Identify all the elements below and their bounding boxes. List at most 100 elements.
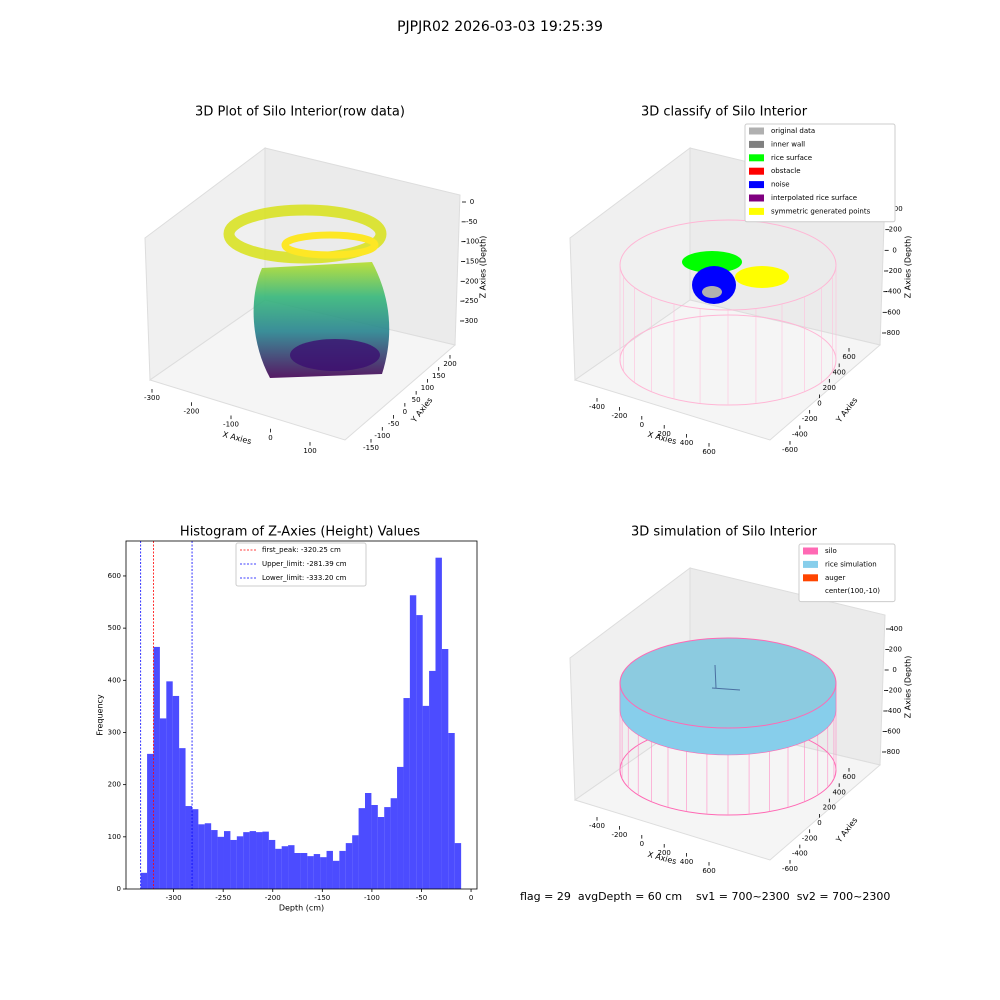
x-tick-label: 0 (640, 840, 644, 848)
y-tick-label: 100 (421, 384, 434, 392)
x-tick-label: -200 (265, 894, 281, 902)
legend-label: noise (771, 181, 790, 189)
bar (435, 557, 442, 889)
y-tick-label: -600 (782, 446, 798, 454)
x-tick-label: -300 (166, 894, 182, 902)
bar (256, 832, 263, 889)
y-tick-label: -50 (388, 420, 399, 428)
y-tick-label: -200 (802, 834, 818, 842)
y-tick-label: -600 (782, 865, 798, 873)
bar (371, 805, 378, 889)
x-tick-label: -100 (223, 421, 239, 429)
bar (204, 823, 212, 889)
legend-label: silo (825, 547, 837, 555)
bar (352, 835, 359, 889)
y-tick-label: 150 (432, 372, 445, 380)
z-tick-label: -200 (886, 687, 902, 695)
bar (397, 766, 404, 889)
x-tick-label: -400 (589, 822, 605, 830)
bar (326, 850, 333, 889)
legend-swatch (749, 127, 764, 135)
bar (358, 808, 365, 889)
legend-label: original data (771, 127, 815, 135)
x-tick-label: -150 (314, 894, 330, 902)
bar (179, 748, 186, 889)
x-tick-label: 0 (268, 434, 272, 442)
axis-label: Z Axies (Depth) (479, 236, 488, 299)
point-cloud-ring-inner (281, 231, 379, 259)
bar (185, 806, 192, 889)
z-tick-label: -400 (885, 707, 901, 715)
bar (275, 848, 282, 889)
legend-swatch (749, 154, 764, 162)
z-tick-label: -400 (885, 288, 901, 296)
bar (416, 615, 423, 889)
z-tick-label: -50 (466, 218, 477, 226)
x-tick-label: 200 (658, 430, 671, 438)
axis-label: Z Axies (Depth) (904, 656, 913, 719)
x-tick-label: 600 (702, 448, 715, 456)
bar (159, 718, 167, 889)
legend-label: Lower_limit: -333.20 cm (262, 574, 347, 582)
bar (313, 854, 321, 889)
x-tick-label: -200 (184, 407, 200, 415)
legend-label: interpolated rice surface (771, 194, 857, 202)
y-tick-label: -100 (374, 432, 390, 440)
z-tick-label: -600 (885, 308, 901, 316)
auger (711, 664, 741, 691)
bar (249, 831, 257, 889)
y-tick-label: 0 (817, 400, 821, 408)
x-tick-label: -250 (215, 894, 231, 902)
x-tick-label: -100 (364, 894, 380, 902)
bar (147, 753, 154, 889)
bar (211, 830, 218, 889)
x-tick-label: 600 (702, 867, 715, 875)
legend-label: first_peak: -320.25 cm (262, 546, 341, 554)
symmetric-points (735, 266, 789, 288)
bar (230, 839, 237, 889)
x-tick-label: 0 (640, 421, 644, 429)
y-tick-label: 600 (842, 353, 855, 361)
y-axis-label: Frequency (96, 694, 105, 736)
y-tick-label: 0 (817, 819, 821, 827)
legend-swatch (803, 574, 818, 582)
z-tick-label: 400 (889, 625, 902, 633)
legend-label: auger (825, 574, 845, 582)
x-tick-label: 400 (680, 858, 693, 866)
rice-surface (682, 251, 742, 273)
z-tick-label: 200 (889, 226, 902, 234)
x-tick-label: 200 (658, 849, 671, 857)
y-tick-label: 50 (412, 396, 421, 404)
bar (288, 845, 295, 889)
bar (441, 649, 449, 889)
legend-label: center(100,-10) (825, 587, 880, 595)
bar (223, 831, 231, 889)
y-tick-label: -400 (792, 850, 808, 858)
x-tick-label: -200 (611, 412, 627, 420)
bar (198, 824, 205, 889)
y-tick-label: 400 (832, 369, 845, 377)
legend-box (744, 123, 896, 223)
inner-wall (702, 286, 722, 298)
y-tick-label: 0 (117, 885, 121, 893)
bar (300, 853, 308, 889)
x-tick-label: 100 (303, 447, 316, 455)
bar (236, 836, 244, 889)
noise (692, 266, 736, 304)
bar (320, 857, 327, 889)
y-tick-label: 200 (108, 781, 121, 789)
legend-swatch (749, 167, 764, 175)
bar (281, 846, 289, 889)
y-tick-label: 600 (108, 572, 121, 580)
bar (339, 850, 346, 889)
z-tick-label: 400 (889, 205, 902, 213)
x-axis-label: Depth (cm) (279, 904, 324, 913)
y-tick-label: 400 (832, 788, 845, 796)
y-tick-label: 100 (108, 833, 121, 841)
chart-title: 3D classify of Silo Interior (641, 105, 808, 120)
chart-title: 3D Plot of Silo Interior(row data) (195, 105, 405, 120)
legend-label: symmetric generated points (771, 207, 871, 215)
bar (403, 698, 410, 889)
bar (243, 832, 250, 889)
z-tick-label: -600 (885, 728, 901, 736)
